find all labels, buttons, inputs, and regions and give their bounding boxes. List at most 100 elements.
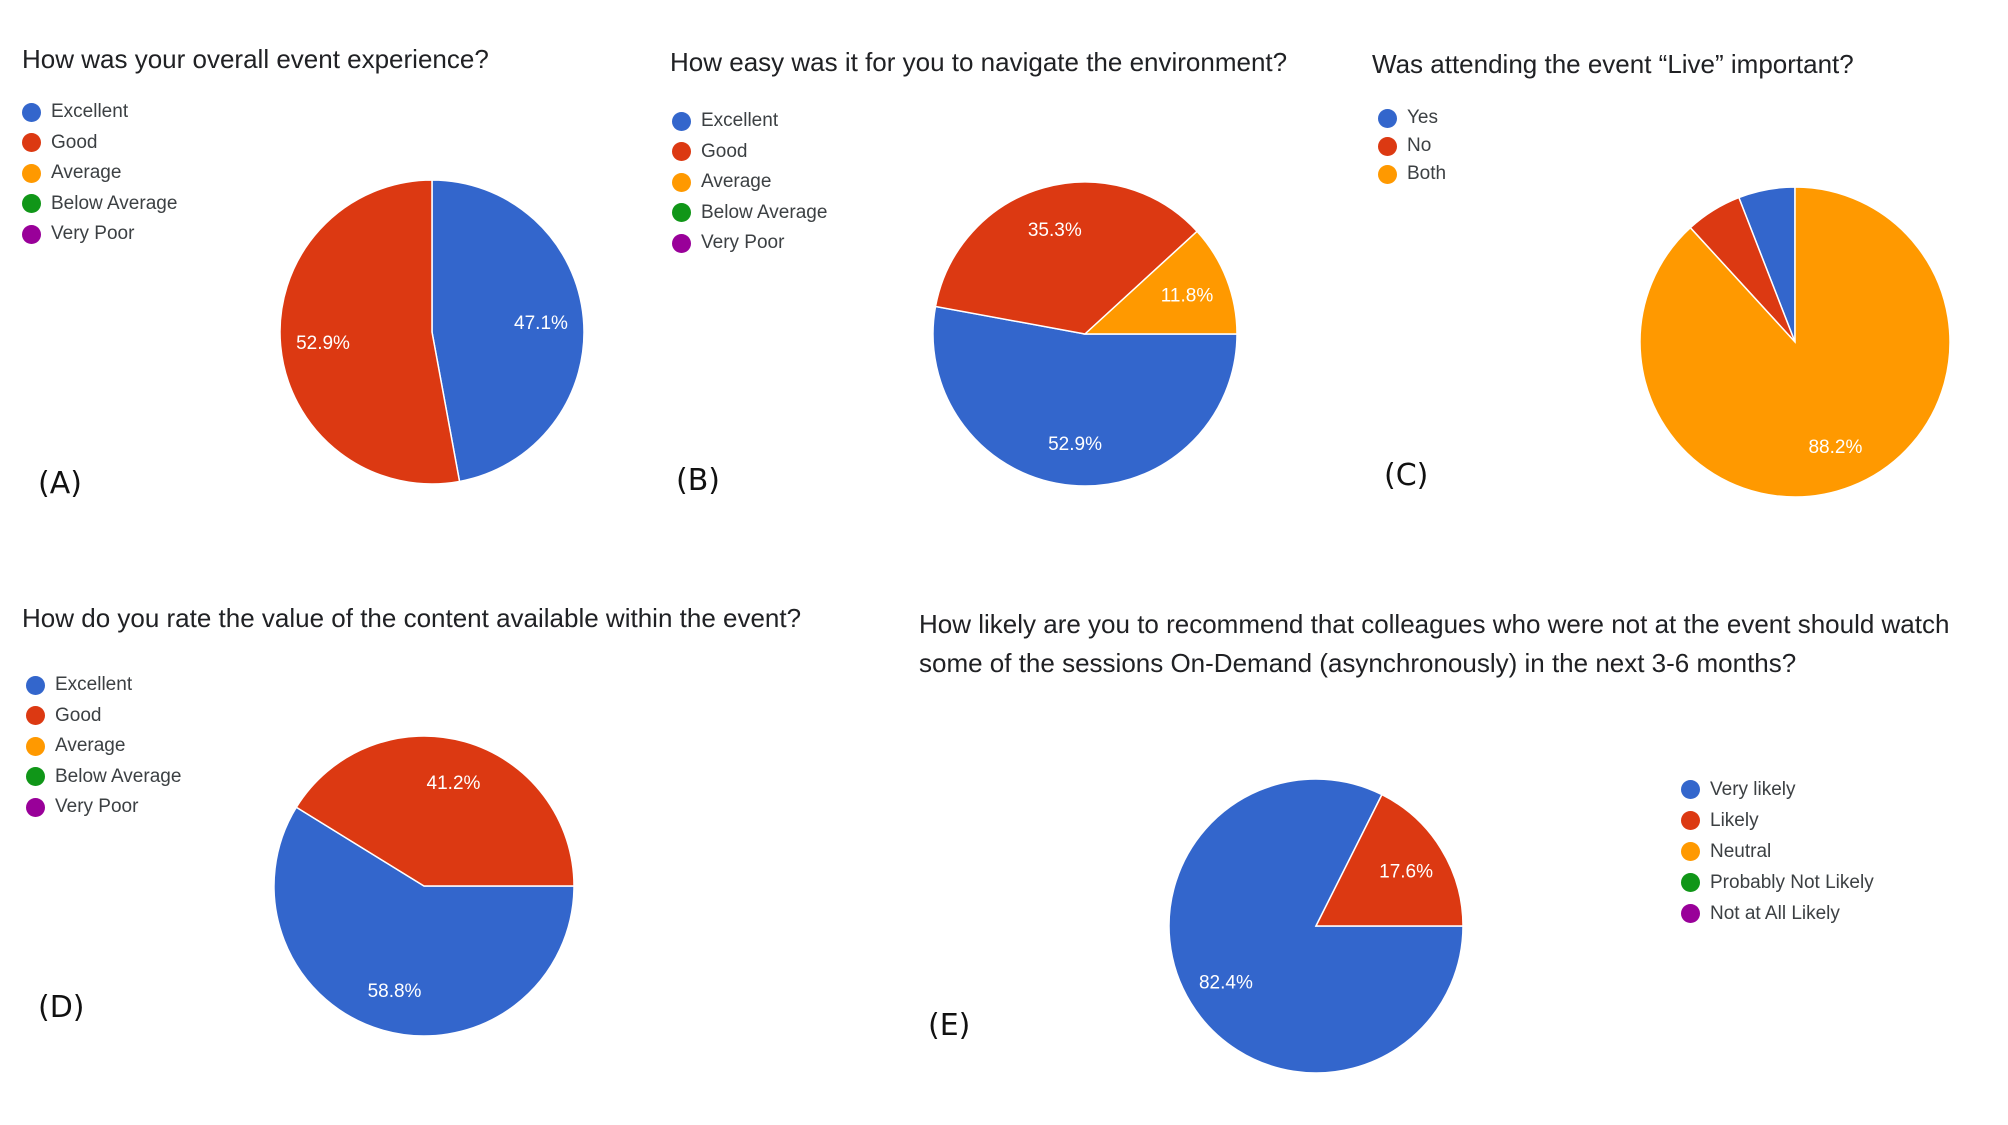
legend-swatch [26, 797, 45, 817]
legend-label: Excellent [701, 110, 779, 132]
pie-slice-likely [1314, 793, 1464, 927]
chart-b-legend: Excellent Good Average Below Average Ver… [672, 106, 827, 259]
legend-swatch [22, 133, 41, 153]
legend-label: Not at All Likely [1710, 902, 1840, 924]
chart-e-panel-tag: (E) [928, 1008, 971, 1043]
chart-a-panel-tag: (A) [38, 466, 82, 501]
legend-item: Probably Not Likely [1681, 867, 1874, 898]
legend-swatch [22, 224, 41, 244]
legend-swatch [26, 736, 45, 756]
pie-slice-average [1083, 230, 1238, 335]
chart-c-title: Was attending the event “Live” important… [1372, 49, 1854, 79]
legend-label: Excellent [55, 674, 133, 696]
legend-label: Good [55, 704, 102, 726]
legend-label: Very Poor [701, 232, 785, 254]
pie-data-label: 17.6% [1379, 861, 1433, 882]
legend-label: Likely [1710, 809, 1759, 831]
legend-label: Probably Not Likely [1710, 871, 1874, 893]
legend-item: Below Average [26, 762, 181, 793]
legend-item: Average [672, 167, 827, 198]
legend-item: Yes [1378, 104, 1446, 132]
legend-swatch [1681, 811, 1700, 830]
legend-swatch [672, 172, 691, 192]
legend-label: Very likely [1710, 778, 1796, 800]
legend-item: Average [22, 158, 177, 189]
legend-label: Average [55, 735, 126, 757]
legend-swatch [1681, 842, 1700, 861]
legend-label: Neutral [1710, 840, 1772, 862]
legend-swatch [22, 163, 41, 183]
legend-item: Neutral [1681, 836, 1874, 867]
legend-item: Likely [1681, 805, 1874, 836]
pie-slice-both [1639, 186, 1951, 498]
pie-data-label: 52.9% [1048, 434, 1102, 455]
legend-item: Excellent [22, 97, 177, 128]
legend-swatch [1378, 108, 1397, 128]
pie-slice-good [934, 181, 1199, 335]
legend-swatch [672, 233, 691, 253]
legend-item: Not at All Likely [1681, 898, 1874, 929]
pie-data-label: 35.3% [1028, 220, 1082, 241]
legend-item: Good [26, 701, 181, 732]
legend-label: Good [701, 140, 748, 162]
legend-swatch [672, 203, 691, 223]
pie-data-label: 41.2% [427, 773, 481, 794]
pie-slice-no [1689, 196, 1796, 343]
pie-slice-excellent [431, 179, 585, 483]
legend-swatch [22, 102, 41, 122]
legend-label: Below Average [701, 201, 828, 223]
legend-item: Very likely [1681, 774, 1874, 805]
chart-d-panel-tag: (D) [38, 990, 85, 1025]
legend-label: Very Poor [51, 223, 135, 245]
legend-swatch [22, 194, 41, 214]
chart-e-title: How likely are you to recommend that col… [919, 609, 1950, 678]
legend-item: Below Average [672, 198, 827, 229]
legend-swatch [1681, 780, 1700, 799]
pie-data-label: 58.8% [368, 981, 422, 1002]
legend-label: Average [701, 171, 772, 193]
pie-data-label: 47.1% [514, 313, 568, 334]
legend-label: Both [1407, 163, 1447, 184]
legend-swatch [672, 142, 691, 162]
chart-b-panel-tag: (B) [676, 463, 720, 498]
pie-data-label: 82.4% [1199, 973, 1253, 994]
legend-item: Good [22, 128, 177, 159]
legend-swatch [672, 111, 691, 131]
legend-item: Both [1378, 160, 1446, 188]
legend-item: Very Poor [26, 792, 181, 823]
chart-b-title: How easy was it for you to navigate the … [670, 47, 1288, 77]
chart-a-title: How was your overall event experience? [22, 44, 489, 74]
legend-item: Very Poor [22, 219, 177, 250]
legend-item: Below Average [22, 189, 177, 220]
legend-label: Excellent [51, 101, 129, 123]
pie-slice-yes [1737, 186, 1796, 343]
legend-swatch [1681, 904, 1700, 923]
legend-item: No [1378, 132, 1446, 160]
chart-d-title: How do you rate the value of the content… [22, 603, 802, 633]
legend-label: Below Average [55, 765, 182, 787]
legend-swatch [26, 767, 45, 787]
chart-e-legend: Very likely Likely Neutral Probably Not … [1681, 774, 1874, 929]
legend-swatch [26, 675, 45, 695]
legend-label: Average [51, 162, 122, 184]
legend-item: Excellent [672, 106, 827, 137]
chart-c-panel-tag: (C) [1384, 458, 1429, 493]
pie-slice-excellent [273, 806, 575, 1037]
pie-slice-very-likely [1168, 778, 1464, 1074]
legend-swatch [1681, 873, 1700, 892]
legend-item: Good [672, 137, 827, 168]
legend-label: No [1407, 135, 1432, 156]
legend-item: Excellent [26, 670, 181, 701]
pie-slice-excellent [932, 305, 1238, 487]
legend-swatch [26, 706, 45, 726]
pie-data-label: 52.9% [296, 333, 350, 354]
legend-item: Very Poor [672, 228, 827, 259]
legend-swatch [1378, 164, 1397, 184]
chart-a-legend: Excellent Good Average Below Average Ver… [22, 97, 177, 250]
pie-data-label: 11.8% [1161, 285, 1214, 306]
